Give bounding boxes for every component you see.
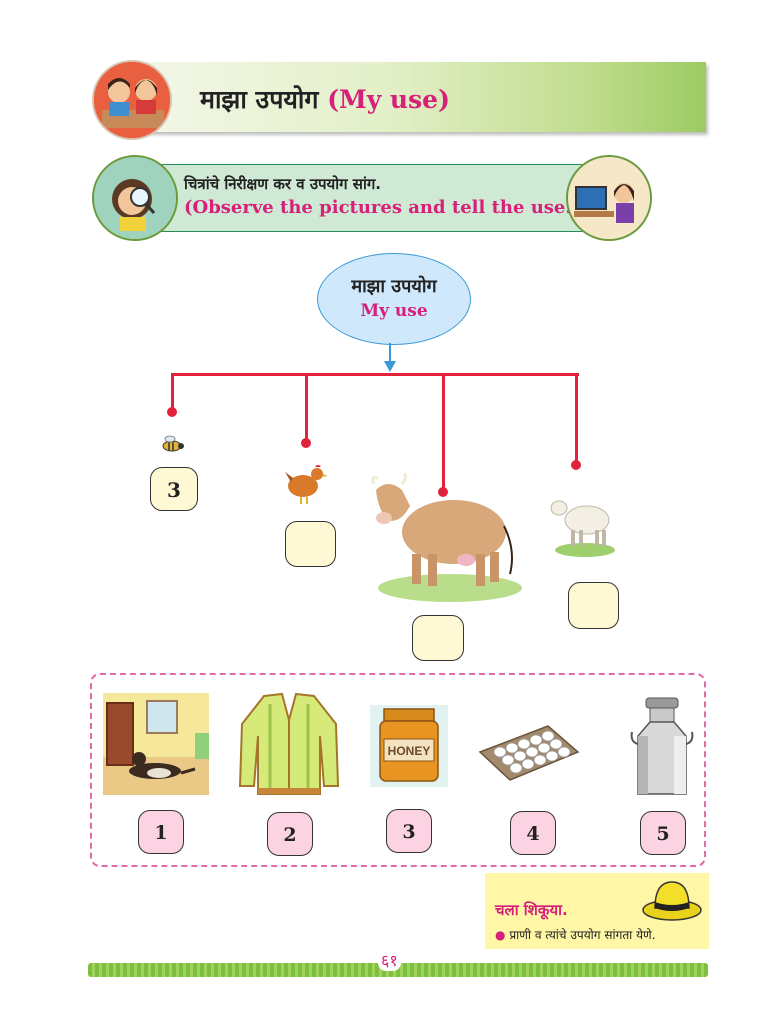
eggs-tray-icon: [478, 722, 580, 786]
milk-can-icon: [628, 696, 696, 802]
answer-box-sheep[interactable]: [568, 582, 619, 629]
node-text-english: My use: [360, 301, 428, 321]
hen-icon: [283, 460, 329, 510]
cow-icon: [366, 470, 526, 609]
children-avatar-icon: [92, 60, 172, 140]
dog-icon: [103, 693, 209, 799]
tree-horizontal-line: [171, 373, 579, 376]
tree-branch-cow: [442, 373, 445, 493]
magnifier-girl-icon: [92, 155, 178, 241]
node-text-marathi: माझा उपयोग: [351, 276, 437, 297]
page-number: ६१: [378, 949, 401, 971]
header-banner: [140, 62, 706, 132]
answer-box-bee[interactable]: 3: [150, 467, 198, 511]
hat-icon: [641, 878, 703, 928]
grass-border: [88, 963, 708, 977]
instruction-text-marathi: चित्रांचे निरीक्षण कर व उपयोग सांग.: [184, 175, 381, 193]
tree-branch-hen: [305, 373, 308, 443]
page-footer: ६१: [88, 949, 708, 977]
bullet-icon: ●: [495, 928, 506, 942]
honey-jar-icon: HONEY: [370, 705, 448, 791]
learning-item: ● प्राणी व त्यांचे उपयोग सांगता येणे.: [495, 926, 656, 943]
bee-icon: [158, 434, 186, 458]
instruction-text-english: (Observe the pictures and tell the use.): [184, 197, 581, 218]
page-title: माझा उपयोग (My use): [200, 82, 450, 116]
my-use-node: माझा उपयोग My use: [317, 253, 471, 345]
down-arrow-icon: [382, 343, 398, 377]
sheep-icon: [547, 486, 619, 562]
instruction-box: चित्रांचे निरीक्षण कर व उपयोग सांग. (Obs…: [92, 155, 652, 241]
learning-item-text: प्राणी व त्यांचे उपयोग सांगता येणे.: [509, 928, 656, 942]
option-number-dog[interactable]: 1: [138, 810, 184, 854]
page-title-marathi: माझा उपयोग: [200, 85, 319, 114]
instruction-panel: [132, 164, 619, 232]
page-title-english: (My use): [327, 85, 450, 114]
tree-dot-hen: [301, 438, 311, 448]
answer-box-hen[interactable]: [285, 521, 336, 567]
option-number-sweater[interactable]: 2: [267, 812, 313, 856]
option-number-honey[interactable]: 3: [386, 809, 432, 853]
option-number-milk-can[interactable]: 5: [640, 811, 686, 855]
option-number-eggs[interactable]: 4: [510, 811, 556, 855]
girl-computer-icon: [566, 155, 652, 241]
tree-dot-sheep: [571, 460, 581, 470]
tree-branch-bee: [171, 373, 174, 413]
tree-dot-bee: [167, 407, 177, 417]
learning-note: चला शिकूया. ● प्राणी व त्यांचे उपयोग सां…: [485, 873, 709, 949]
tree-branch-sheep: [575, 373, 578, 465]
sweater-icon: [234, 690, 344, 800]
tree-dot-cow: [438, 487, 448, 497]
honey-jar-label: HONEY: [388, 744, 431, 758]
answer-box-cow[interactable]: [412, 615, 464, 661]
learning-title: चला शिकूया.: [495, 901, 568, 919]
options-panel: [90, 673, 706, 867]
lesson-header: माझा उपयोग (My use): [92, 60, 706, 140]
